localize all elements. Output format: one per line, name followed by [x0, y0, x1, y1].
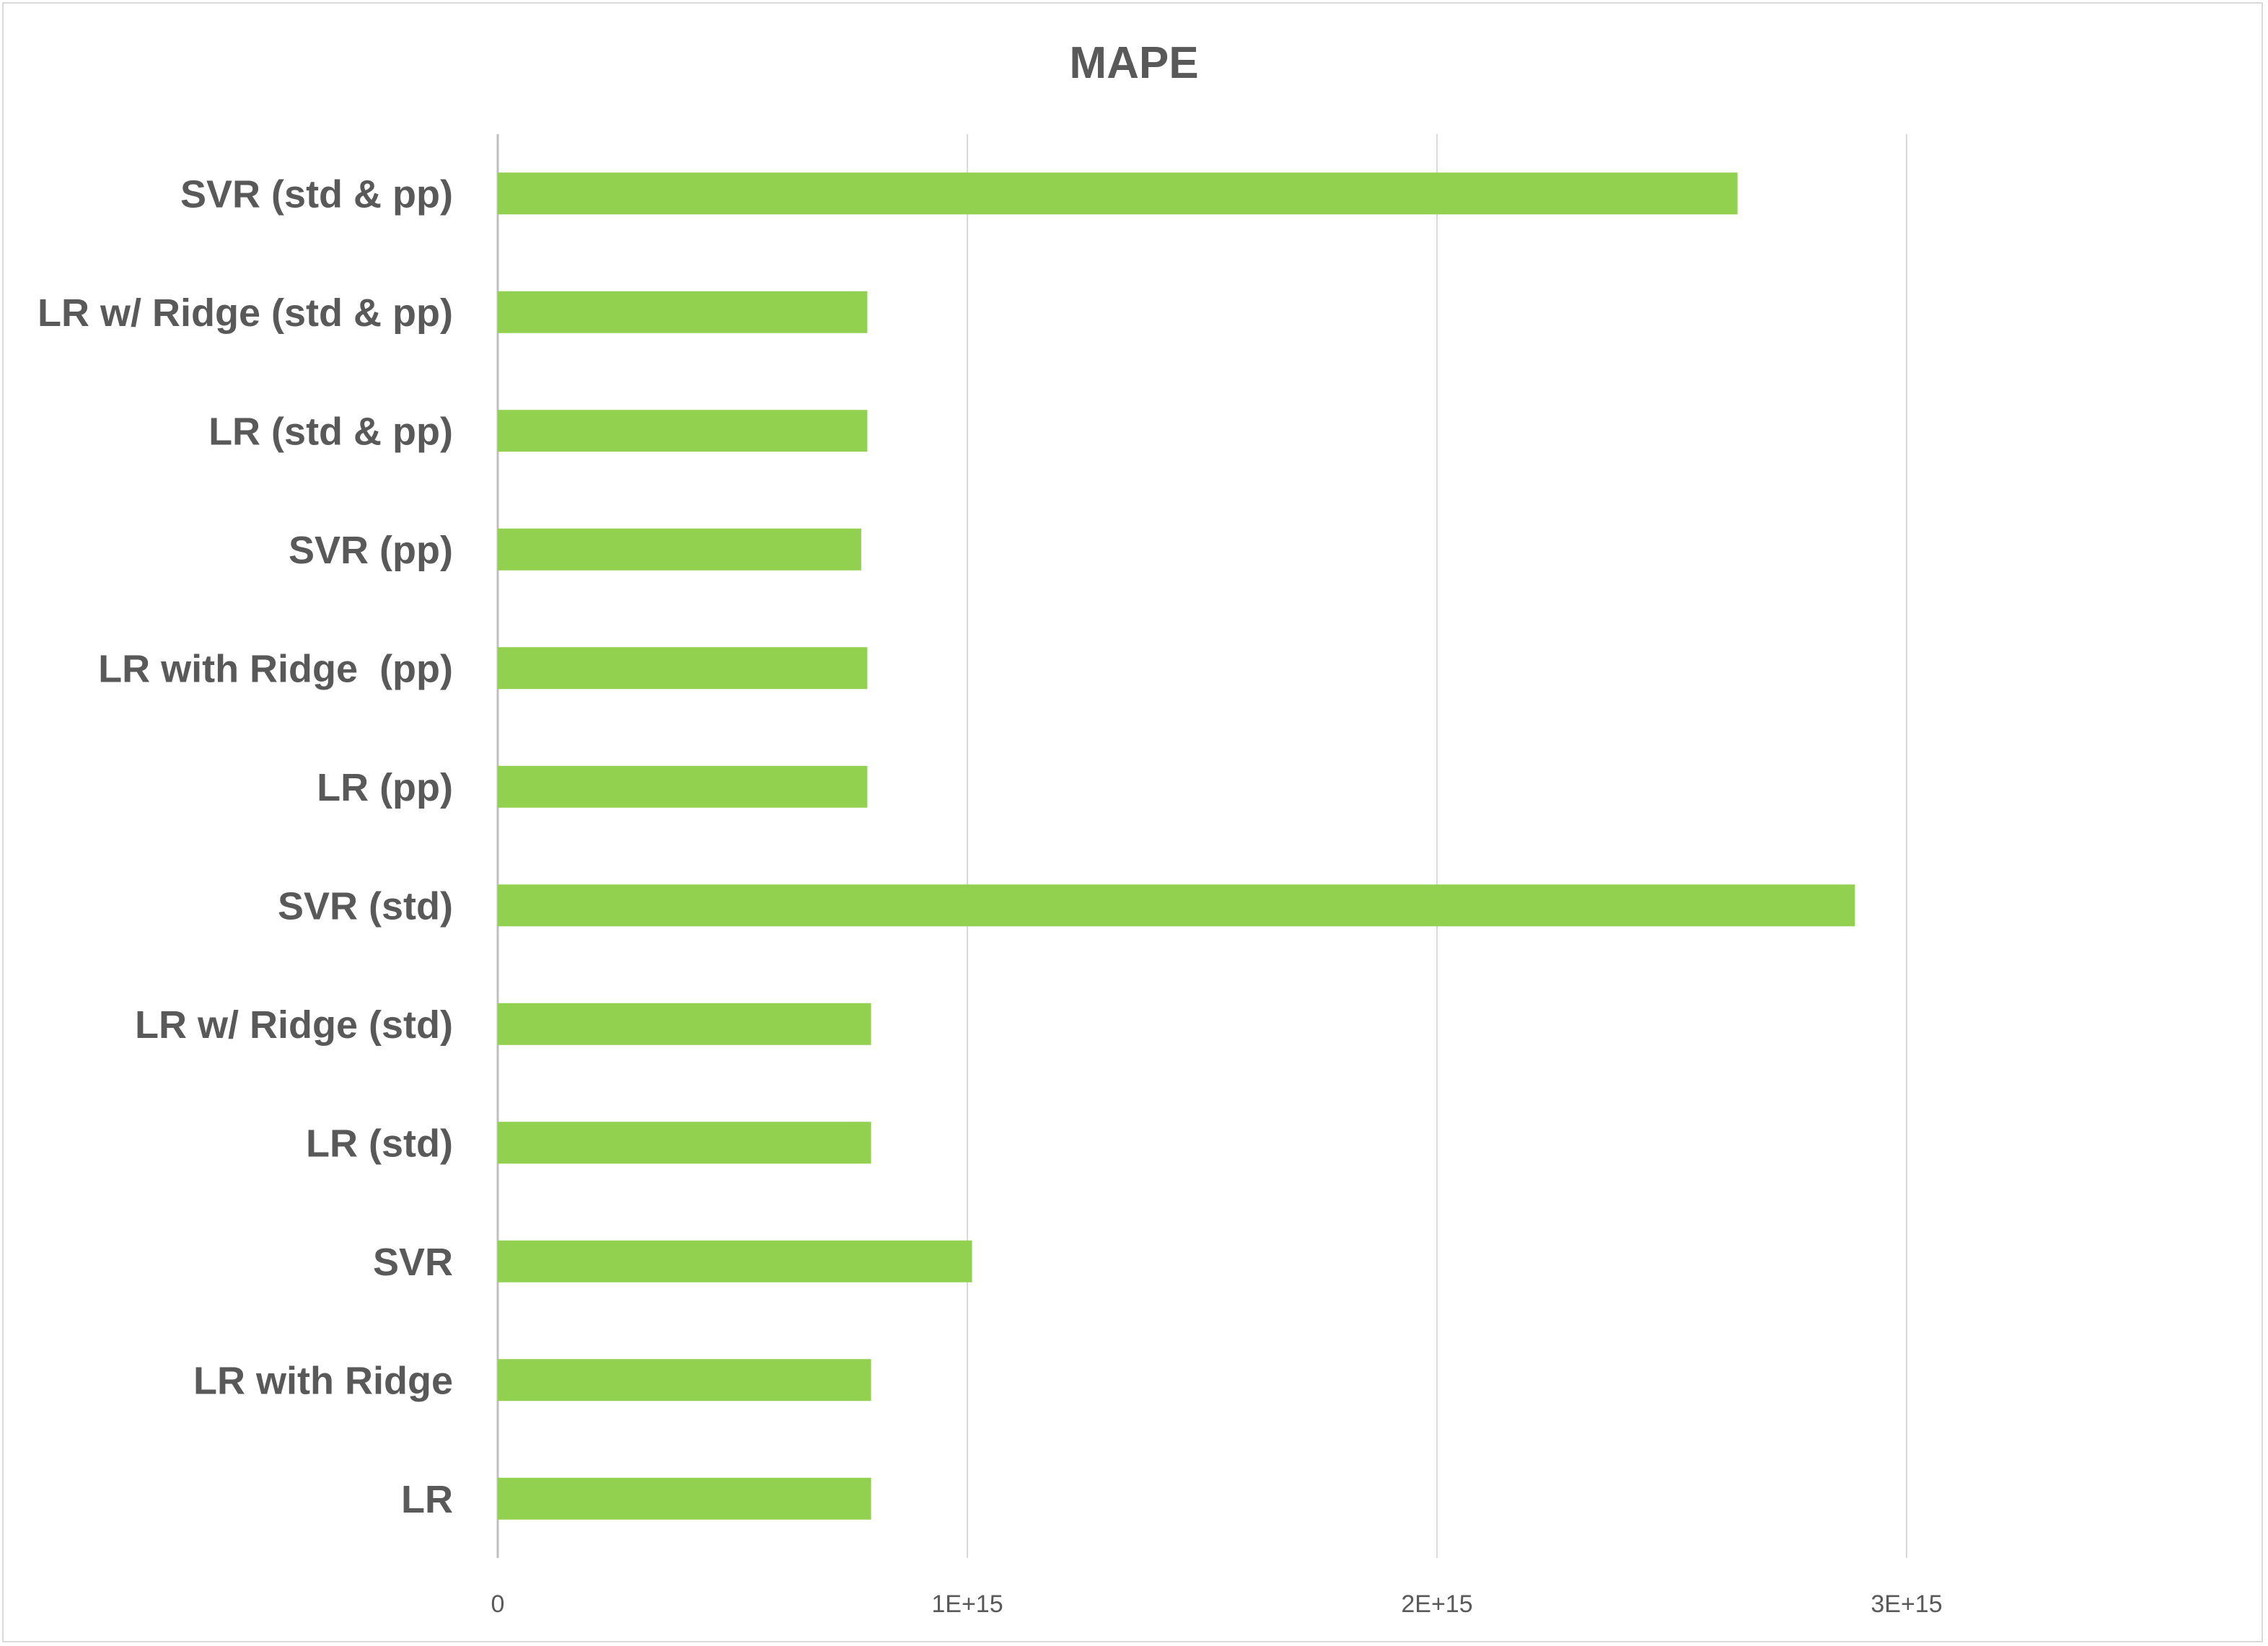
bar	[498, 884, 1855, 927]
chart-title: MAPE	[1069, 38, 1198, 88]
category-label: LR (pp)	[317, 766, 453, 809]
bar	[498, 1240, 972, 1282]
x-tick-label: 2E+15	[1401, 1590, 1472, 1618]
x-tick-label: 3E+15	[1871, 1590, 1942, 1618]
category-label: LR with Ridge	[193, 1359, 453, 1402]
bar	[498, 1359, 871, 1401]
bar	[498, 410, 868, 452]
bar	[498, 1477, 871, 1520]
bar	[498, 1003, 871, 1045]
category-label: SVR	[373, 1241, 453, 1284]
x-tick-label: 0	[491, 1590, 505, 1618]
x-tick-label: 1E+15	[931, 1590, 1003, 1618]
bars	[498, 172, 1855, 1520]
bar	[498, 1122, 871, 1164]
bar	[498, 172, 1738, 215]
bar	[498, 528, 861, 571]
category-label: SVR (pp)	[289, 529, 453, 572]
category-label: LR (std)	[306, 1122, 453, 1165]
bar	[498, 765, 868, 808]
category-label: LR	[401, 1478, 453, 1521]
category-label: SVR (std)	[278, 884, 453, 928]
category-label: LR w/ Ridge (std & pp)	[38, 291, 453, 335]
bar	[498, 647, 868, 690]
category-label: LR w/ Ridge (std)	[135, 1003, 453, 1047]
bar	[498, 291, 868, 333]
x-tick-labels: 0 1E+15 2E+15 3E+15	[491, 1590, 1943, 1618]
category-label: LR with Ridge (pp)	[98, 647, 453, 690]
category-label: SVR (std & pp)	[180, 172, 453, 216]
gridlines	[496, 134, 1907, 1558]
category-label: LR (std & pp)	[208, 410, 453, 453]
category-labels: LR LR with Ridge SVR LR (std) LR w/ Ridge (s…	[38, 172, 453, 1521]
